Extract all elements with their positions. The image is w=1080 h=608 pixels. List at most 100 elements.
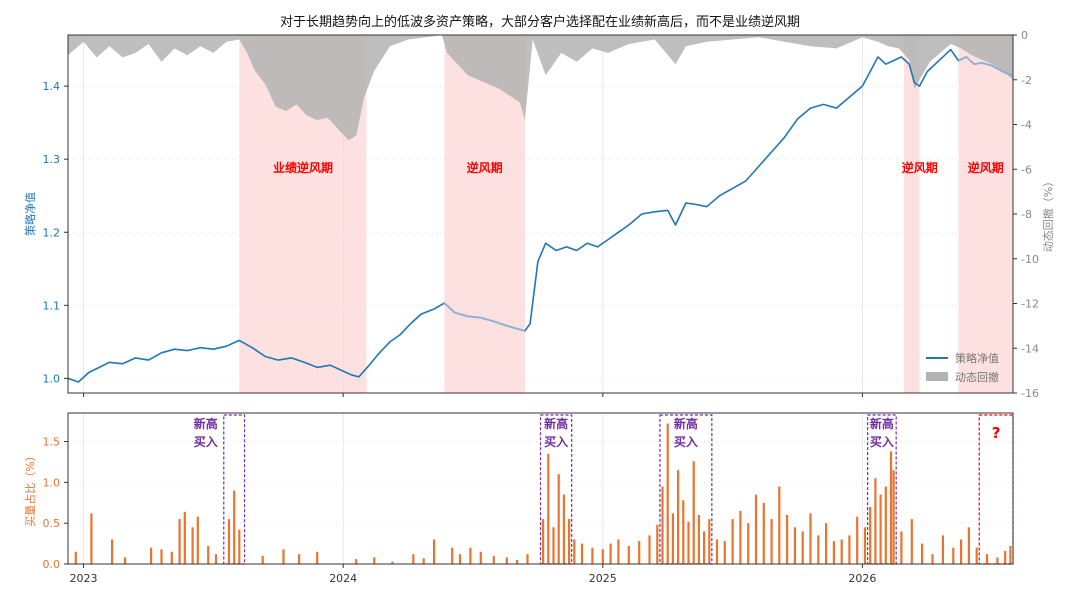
volume-bar-33 bbox=[526, 554, 529, 564]
volume-bar-70 bbox=[793, 527, 796, 564]
bottom-xtick-label-0: 2023 bbox=[70, 572, 98, 585]
volume-bar-92 bbox=[960, 539, 963, 564]
volume-bar-4 bbox=[150, 547, 153, 564]
bottom-panel-frame bbox=[67, 412, 1014, 565]
bottom-xtick-label-2: 2025 bbox=[589, 572, 617, 585]
volume-bar-45 bbox=[617, 539, 620, 564]
bottom-ytick-label-1: 0.5 bbox=[43, 517, 61, 530]
volume-bar-74 bbox=[825, 523, 828, 564]
volume-bar-30 bbox=[492, 555, 495, 564]
nav-line-faded-0 bbox=[443, 302, 526, 332]
volume-bar-65 bbox=[754, 494, 758, 564]
bottom-ylabel: 买量占比（%） bbox=[23, 450, 37, 526]
top-y2tick-label-2: -4 bbox=[1021, 119, 1032, 132]
volume-bar-0 bbox=[74, 551, 77, 564]
volume-bar-31 bbox=[505, 557, 508, 564]
volume-bar-94 bbox=[975, 547, 978, 564]
volume-bar-56 bbox=[692, 461, 695, 564]
volume-bar-13 bbox=[227, 519, 231, 564]
volume-bar-2 bbox=[111, 539, 114, 564]
volume-bar-91 bbox=[952, 547, 955, 564]
volume-bar-9 bbox=[191, 527, 194, 564]
headwind-shade-3 bbox=[958, 35, 1013, 393]
volume-bar-19 bbox=[316, 551, 319, 564]
volume-bar-24 bbox=[422, 558, 425, 564]
top-y2tick-label-5: -10 bbox=[1021, 253, 1039, 266]
volume-bar-25 bbox=[433, 539, 436, 564]
legend-label-nav: 策略净值 bbox=[955, 351, 999, 365]
volume-bar-68 bbox=[778, 486, 781, 564]
top-ytick-label-2: 1.2 bbox=[43, 226, 61, 239]
volume-bar-95 bbox=[985, 554, 989, 564]
bottom-xtick-label-3: 2026 bbox=[848, 572, 876, 585]
volume-bar-48 bbox=[648, 535, 651, 564]
nav-line bbox=[67, 48, 1014, 383]
top-panel-frame bbox=[67, 34, 1014, 394]
top-ytick-label-0: 1.0 bbox=[43, 372, 61, 385]
volume-bar-6 bbox=[170, 551, 173, 564]
top-y2tick-label-7: -14 bbox=[1021, 342, 1039, 355]
volume-bar-76 bbox=[840, 539, 843, 564]
volume-bar-8 bbox=[183, 511, 186, 564]
volume-bar-84 bbox=[889, 451, 893, 564]
volume-bar-10 bbox=[196, 516, 199, 564]
question-box bbox=[978, 414, 1014, 565]
volume-bar-46 bbox=[627, 546, 630, 564]
buy-box-label-bottom-2: 买入 bbox=[674, 435, 698, 449]
headwind-label-1: 逆风期 bbox=[467, 160, 503, 175]
top-y2label: 动态回撤（%） bbox=[1041, 176, 1055, 252]
buy-box-label-top-3: 新高 bbox=[870, 416, 894, 431]
volume-bar-35 bbox=[547, 453, 550, 564]
volume-bar-82 bbox=[879, 494, 882, 564]
volume-bar-50 bbox=[661, 486, 664, 564]
headwind-label-3: 逆风期 bbox=[968, 160, 1004, 175]
volume-bar-36 bbox=[552, 527, 555, 564]
volume-bar-75 bbox=[832, 541, 835, 564]
volume-bar-18 bbox=[298, 554, 301, 564]
volume-bar-11 bbox=[207, 546, 210, 564]
volume-bar-89 bbox=[931, 554, 934, 564]
volume-bar-37 bbox=[557, 474, 560, 564]
top-y2tick-label-8: -16 bbox=[1021, 387, 1039, 400]
volume-bar-86 bbox=[900, 531, 903, 564]
volume-bar-72 bbox=[809, 513, 812, 564]
buy-box-label-bottom-1: 买入 bbox=[544, 435, 568, 449]
volume-bar-16 bbox=[261, 555, 264, 564]
top-y2tick-label-1: -2 bbox=[1021, 74, 1032, 87]
volume-bar-88 bbox=[921, 543, 924, 564]
volume-bar-58 bbox=[703, 531, 706, 564]
volume-bar-5 bbox=[160, 549, 163, 564]
volume-bar-49 bbox=[656, 524, 659, 564]
top-ytick-label-1: 1.1 bbox=[43, 299, 61, 312]
volume-bar-28 bbox=[469, 547, 472, 564]
nav-line-faded-1 bbox=[958, 55, 1014, 77]
question-mark: ? bbox=[992, 424, 1001, 442]
volume-bar-41 bbox=[580, 543, 584, 564]
top-y2tick-label-0: 0 bbox=[1021, 29, 1028, 42]
volume-bar-42 bbox=[591, 547, 594, 564]
drawdown-area bbox=[68, 35, 1013, 141]
volume-bar-29 bbox=[479, 551, 482, 564]
volume-bar-59 bbox=[708, 519, 711, 564]
buy-box-label-top-0: 新高 bbox=[194, 416, 218, 431]
buy-box-label-top-1: 新高 bbox=[544, 416, 568, 431]
buy-box-label-bottom-3: 买入 bbox=[870, 435, 894, 449]
volume-bar-54 bbox=[682, 500, 685, 564]
bottom-xtick-label-1: 2024 bbox=[329, 572, 357, 585]
headwind-shade-2 bbox=[903, 35, 920, 393]
volume-bar-21 bbox=[373, 557, 376, 564]
top-y2tick-label-6: -12 bbox=[1021, 298, 1039, 311]
volume-bar-7 bbox=[178, 519, 181, 564]
volume-bar-66 bbox=[762, 502, 765, 564]
volume-bar-44 bbox=[609, 543, 612, 564]
top-y2tick-label-4: -8 bbox=[1021, 208, 1032, 221]
volume-bar-1 bbox=[90, 513, 93, 564]
top-ylabel: 策略净值 bbox=[23, 192, 37, 236]
volume-bar-78 bbox=[856, 516, 859, 564]
volume-bar-93 bbox=[967, 527, 970, 564]
volume-bar-85 bbox=[892, 470, 895, 564]
volume-bar-52 bbox=[671, 513, 674, 564]
top-ytick-label-4: 1.4 bbox=[43, 80, 61, 93]
